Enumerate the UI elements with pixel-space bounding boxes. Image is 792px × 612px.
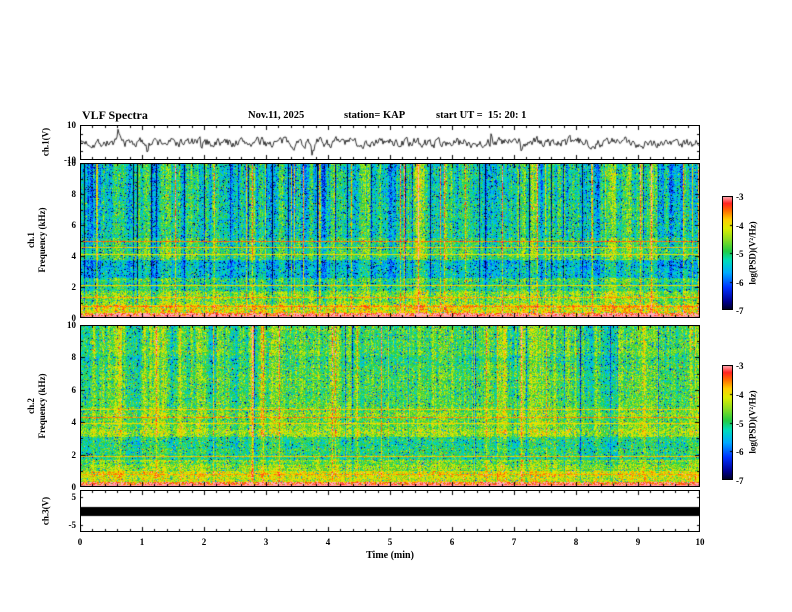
x-tick-label: 9 — [635, 537, 641, 547]
ch2-spectrogram-canvas — [80, 325, 700, 487]
ch1-frequency-tick-label: 10 — [67, 158, 76, 168]
ch3-voltage-axis-label: ch.3(V) — [40, 496, 51, 526]
x-tick-label: 6 — [449, 537, 455, 547]
colorbar-ch1-tick-label: -6 — [736, 277, 744, 288]
ch2-frequency-tick-label: 8 — [71, 352, 77, 363]
start-ut-label: start UT = 15: 20: 1 — [436, 110, 527, 121]
x-tick-label: 2 — [201, 537, 207, 547]
ch2-frequency-axis-label-line2: Frequency (kHz) — [37, 373, 47, 439]
colorbar-ch2-tick-label: -7 — [736, 476, 744, 486]
colorbar-ch2-tick-label: -6 — [736, 447, 744, 458]
ch2-frequency-tick-label: 10 — [67, 320, 76, 330]
ch1-frequency-axis-label: ch.1 Frequency (kHz) — [26, 207, 48, 272]
colorbar-ch1-tick-label: -3 — [736, 192, 744, 202]
ch2-frequency-axis-label: ch.2 Frequency (kHz) — [26, 373, 48, 438]
colorbar-ch1-tick-label: -7 — [736, 306, 744, 316]
colorbar-ch2-tick-label: -5 — [736, 418, 744, 429]
plot-title: VLF Spectra — [82, 108, 148, 122]
x-tick-label: 4 — [325, 537, 331, 547]
ch1-voltage-axis-label: ch.1(V) — [40, 127, 51, 157]
colorbar-ch2-canvas — [722, 365, 733, 480]
time-axis-label: Time (min) — [366, 550, 414, 561]
station-label: station= KAP — [344, 110, 406, 121]
ch1-frequency-tick-label: 2 — [71, 282, 77, 292]
x-tick-label: 10 — [695, 537, 705, 547]
colorbar-ch2-tick-label: -4 — [736, 389, 744, 400]
colorbar-ch1-canvas — [722, 196, 733, 310]
ch2-frequency-tick-label: 4 — [71, 417, 77, 428]
ch1-frequency-tick-label: 6 — [71, 220, 77, 230]
colorbar-ch1-tick-label: -5 — [736, 249, 744, 259]
x-tick-label: 3 — [263, 537, 269, 547]
colorbar-ch1-tick-label: -4 — [736, 220, 744, 231]
ch1-voltage-tick-label: -10 — [64, 155, 76, 165]
ch1-waveform-canvas — [80, 125, 700, 160]
x-tick-label: 0 — [77, 537, 83, 547]
ch1-spectrogram-canvas — [80, 163, 700, 318]
ch2-frequency-tick-label: 2 — [71, 449, 77, 460]
x-tick-label: 5 — [387, 537, 393, 547]
ch2-frequency-tick-label: 6 — [71, 384, 77, 395]
x-tick-label: 7 — [511, 537, 517, 547]
ch2-frequency-axis-label-line1: ch.2 — [26, 398, 36, 414]
colorbar-ch2-tick-label: -3 — [736, 361, 744, 371]
ch3-waveform-canvas — [80, 490, 700, 532]
ch3-voltage-tick-label: 5 — [71, 492, 77, 502]
ch1-frequency-axis-label-line2: Frequency (kHz) — [37, 207, 47, 273]
ch1-frequency-axis-label-line1: ch.1 — [26, 232, 36, 248]
x-tick-label: 8 — [573, 537, 579, 547]
x-tick-label: 1 — [139, 537, 145, 547]
date-label: Nov.11, 2025 — [248, 110, 305, 121]
ch1-frequency-tick-label: 8 — [71, 189, 77, 199]
ch1-frequency-tick-label: 0 — [71, 313, 77, 323]
ch1-voltage-tick-label: 10 — [67, 120, 76, 130]
ch2-frequency-tick-label: 0 — [71, 482, 77, 492]
ch1-frequency-tick-label: 4 — [71, 251, 77, 261]
ch3-voltage-tick-label: -5 — [68, 520, 77, 530]
